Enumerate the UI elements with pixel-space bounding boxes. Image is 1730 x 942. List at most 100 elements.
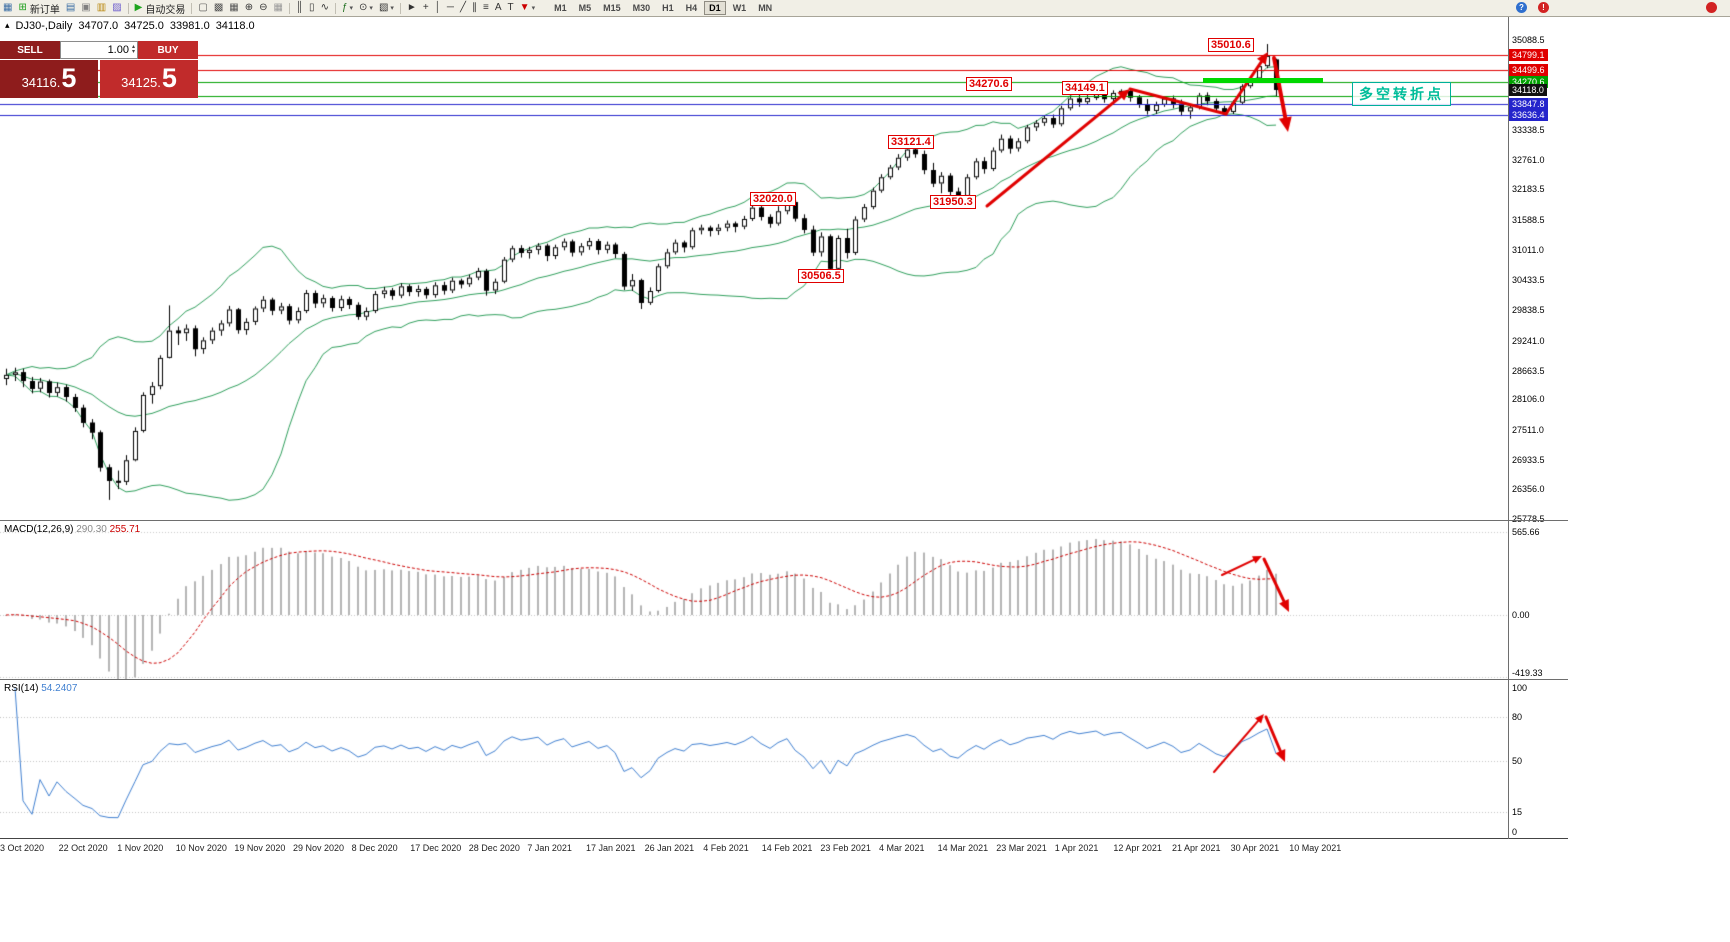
main-macd-splitter[interactable] xyxy=(0,520,1568,521)
buy-price-big-digit: 5 xyxy=(161,63,177,93)
data-window-icon[interactable]: ▣ xyxy=(79,1,92,15)
sell-price-box[interactable]: 34116. 5 xyxy=(0,60,98,98)
timeframe-M15[interactable]: M15 xyxy=(603,3,621,13)
zoom-in-icon[interactable]: ⊕ xyxy=(243,1,255,15)
volume-spinner[interactable]: ▴ ▾ xyxy=(131,44,135,55)
price-tick: 26356.0 xyxy=(1512,484,1545,495)
timeframe-M30[interactable]: M30 xyxy=(632,3,651,13)
price-axis[interactable]: 35088.5 33338.5 32761.0 32183.5 31588.5 31011… xyxy=(1509,16,1568,838)
line-chart-type-icon[interactable]: ∿ xyxy=(319,1,331,15)
price-callout[interactable]: 34149.1 xyxy=(1062,81,1108,95)
horizontal-line-icon[interactable]: ─ xyxy=(445,1,456,15)
date-label: 1 Apr 2021 xyxy=(1054,843,1099,853)
candlestick-type-icon[interactable]: ▯ xyxy=(307,1,317,15)
navigator-icon[interactable]: ▥ xyxy=(95,1,108,15)
buy-price-box[interactable]: 34125. 5 xyxy=(100,60,198,98)
support-bar[interactable] xyxy=(1203,78,1323,83)
timeframe-D1[interactable]: D1 xyxy=(704,1,726,15)
macd-axis-tick: 0.00 xyxy=(1512,610,1530,620)
timeframe-H4[interactable]: H4 xyxy=(685,3,698,13)
price-callout[interactable]: 34270.6 xyxy=(966,77,1012,91)
timeframe-H1[interactable]: H1 xyxy=(662,3,674,13)
templates-icon[interactable]: ▧ ▾ xyxy=(377,1,396,15)
price-tick: 35088.5 xyxy=(1512,35,1545,45)
rsi-axis[interactable]: 100 80 50 15 0 xyxy=(1509,680,1568,838)
zoom-out-icon: ⊖ xyxy=(259,2,268,13)
macd-panel-canvas[interactable] xyxy=(0,521,1508,679)
new-chart-icon[interactable]: ▦ xyxy=(1,1,14,15)
label-icon[interactable]: T xyxy=(506,1,516,15)
spinner-down-icon[interactable]: ▾ xyxy=(131,49,135,55)
crosshair-icon: + xyxy=(422,2,429,13)
arrows-tool-icon[interactable]: ▼ ▾ xyxy=(518,1,537,15)
terminal-icon: ▨ xyxy=(112,2,122,13)
price-callout[interactable]: 33121.4 xyxy=(888,135,934,149)
buy-button[interactable]: BUY xyxy=(138,41,198,59)
price-tick: 28663.5 xyxy=(1512,365,1545,376)
toolbar-separator xyxy=(288,2,290,14)
date-label: 29 Nov 2020 xyxy=(293,843,345,853)
arrows-tool-icon: ▼ xyxy=(519,2,530,13)
arrange-windows-icon[interactable]: ▦ xyxy=(227,1,240,15)
price-tick: 31588.5 xyxy=(1512,215,1545,226)
dropdown-caret-icon: ▾ xyxy=(390,5,394,12)
ohlc-high: 34725.0 xyxy=(124,20,164,32)
timeframe-W1[interactable]: W1 xyxy=(732,3,747,13)
date-label: 8 Dec 2020 xyxy=(351,843,398,853)
rsi-panel-canvas[interactable] xyxy=(0,680,1508,838)
macd-rsi-splitter[interactable] xyxy=(0,679,1568,680)
bar-chart-type-icon[interactable]: ║ xyxy=(294,1,305,15)
cascade-windows-icon[interactable]: ▩ xyxy=(212,1,225,15)
price-tick: 29838.5 xyxy=(1512,305,1545,316)
vertical-line-icon[interactable]: │ xyxy=(433,1,443,15)
zoom-out-icon[interactable]: ⊖ xyxy=(257,1,269,15)
help-icon[interactable]: ? xyxy=(1516,2,1527,13)
timeframe-M5[interactable]: M5 xyxy=(578,3,592,13)
macd-signal-value: 255.71 xyxy=(109,524,141,535)
market-watch-icon[interactable]: ▤ xyxy=(64,1,77,15)
chart-ohlc-header: ▴ DJ30-,Daily 34707.0 34725.0 33981.0 34… xyxy=(5,20,255,32)
arrange-windows-icon: ▦ xyxy=(229,2,239,13)
main-chart-canvas[interactable] xyxy=(0,16,1508,520)
fibonacci-icon[interactable]: ≡ xyxy=(481,1,491,15)
rsi-name: RSI(14) xyxy=(4,683,39,694)
grid-icon[interactable]: ▦ xyxy=(272,1,285,15)
autotrade-icon: ▶ xyxy=(134,2,143,13)
tile-windows-icon[interactable]: ▢ xyxy=(196,1,209,15)
spinner-up-icon[interactable]: ▴ xyxy=(131,44,135,50)
price-badge-black: 34118.0 xyxy=(1509,83,1547,96)
autotrade-button[interactable]: ▶ 自动交易 xyxy=(133,1,188,16)
cursor-icon[interactable]: ► xyxy=(405,1,419,15)
timeframe-MN[interactable]: MN xyxy=(758,3,773,13)
timeframe-M1[interactable]: M1 xyxy=(554,3,567,13)
terminal-icon[interactable]: ▨ xyxy=(110,1,123,15)
alert-icon[interactable]: ! xyxy=(1538,2,1549,13)
date-axis[interactable]: 3 Oct 2020 22 Oct 2020 1 Nov 2020 10 Nov 20… xyxy=(0,839,1568,856)
volume-input[interactable]: 1.00 ▴ ▾ xyxy=(60,41,138,59)
chart-collapse-icon[interactable]: ▴ xyxy=(5,20,10,30)
periods-icon[interactable]: ⊙ ▾ xyxy=(357,1,375,15)
channel-icon[interactable]: ∥ xyxy=(470,1,479,15)
crosshair-icon[interactable]: + xyxy=(421,1,431,15)
date-label: 21 Apr 2021 xyxy=(1172,843,1221,853)
volume-value: 1.00 xyxy=(107,44,129,56)
turning-point-note[interactable]: 多空转折点 xyxy=(1352,82,1451,106)
macd-axis[interactable]: 565.66 0.00 -419.33 xyxy=(1509,521,1568,679)
price-callout[interactable]: 31950.3 xyxy=(930,195,976,209)
price-callout[interactable]: 32020.0 xyxy=(750,192,796,206)
indicators-icon[interactable]: ƒ ▾ xyxy=(340,1,355,15)
price-callout[interactable]: 35010.6 xyxy=(1208,38,1254,52)
new-order-button[interactable]: ⊞ 新订单 xyxy=(16,1,61,16)
record-icon[interactable] xyxy=(1706,2,1717,13)
ohlc-open: 34707.0 xyxy=(78,20,119,32)
trendline-icon[interactable]: ╱ xyxy=(458,1,468,15)
indicators-icon: ƒ xyxy=(341,2,348,13)
date-label: 30 Apr 2021 xyxy=(1230,843,1280,853)
date-label: 28 Dec 2020 xyxy=(468,843,520,853)
timeframe-toolbar: M1 M5 M15 M30 H1 H4 D1 W1 MN xyxy=(548,1,778,15)
time-axis-line xyxy=(0,838,1568,839)
text-icon[interactable]: A xyxy=(493,1,504,15)
rsi-axis-tick: 0 xyxy=(1512,827,1518,837)
price-callout[interactable]: 30506.5 xyxy=(798,269,844,283)
sell-button[interactable]: SELL xyxy=(0,41,60,59)
